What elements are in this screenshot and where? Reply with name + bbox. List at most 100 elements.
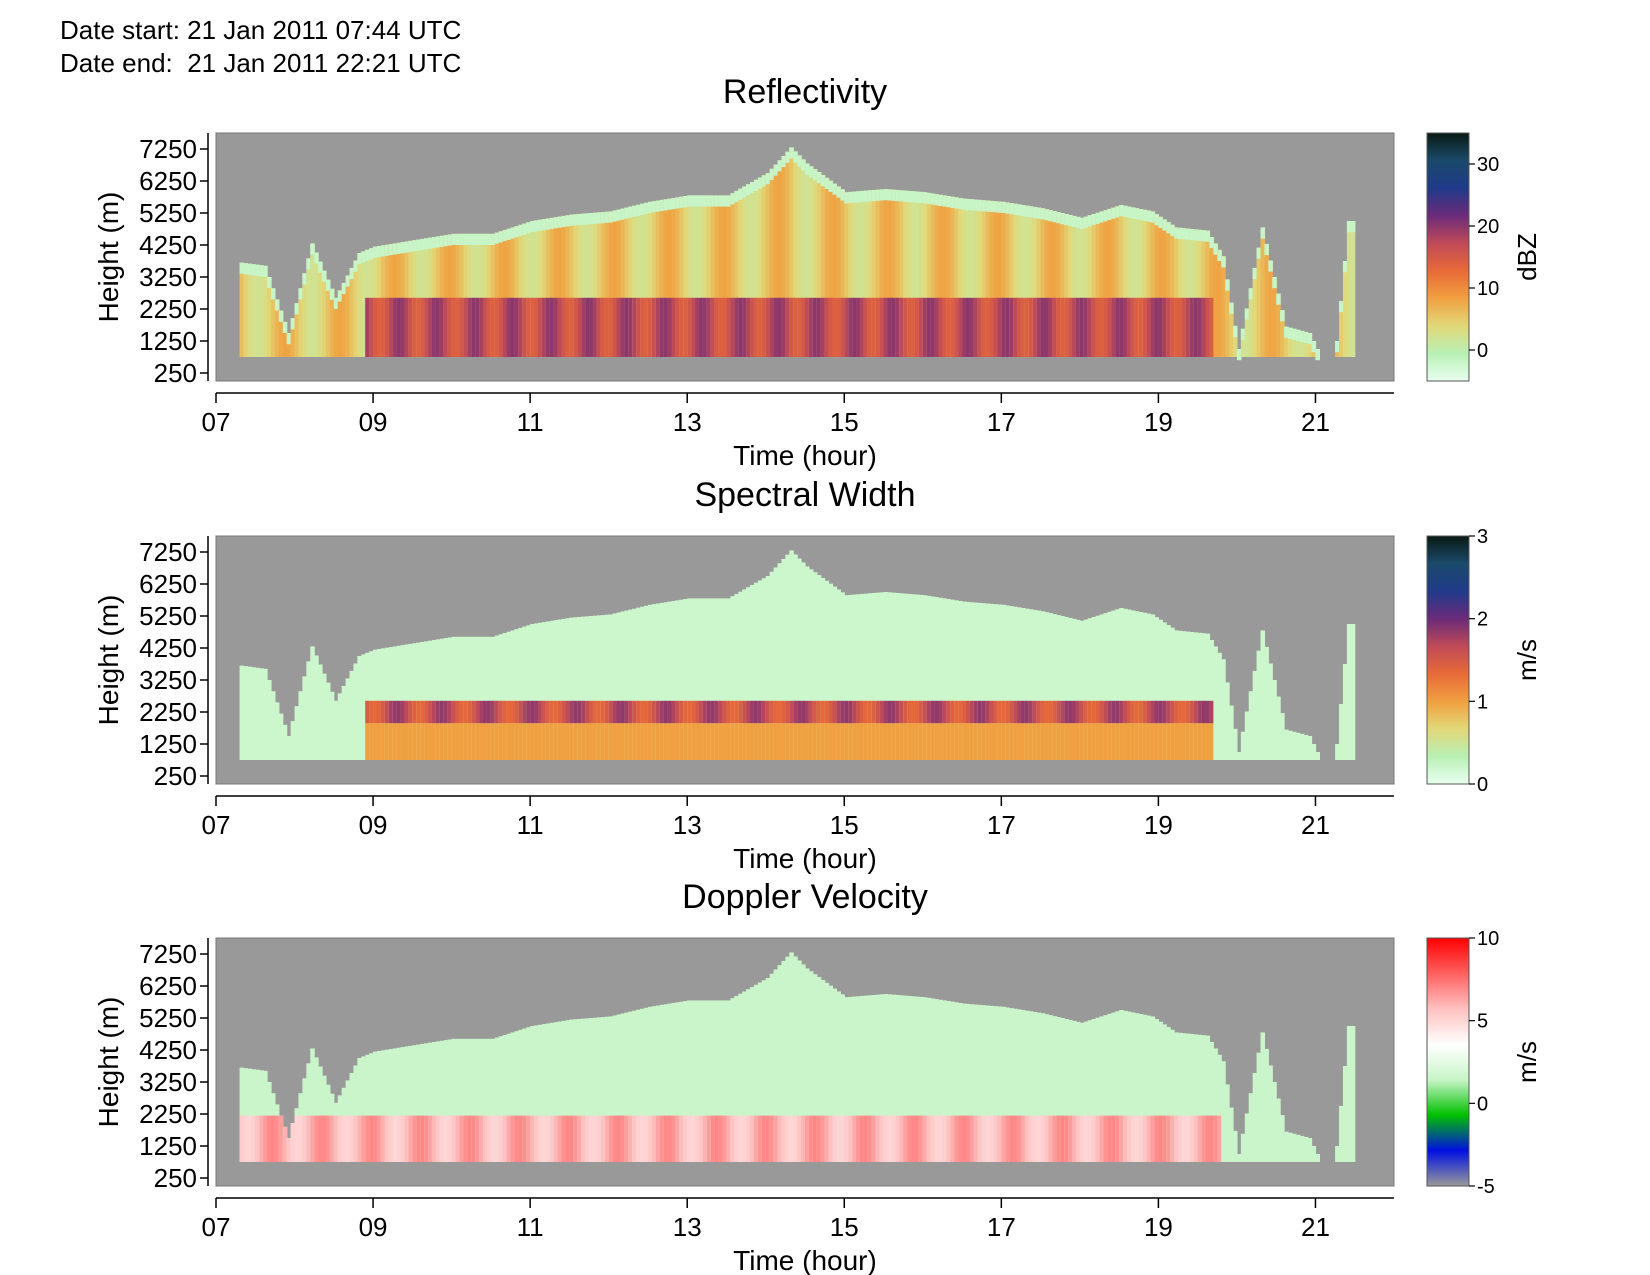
heatmap-cell (867, 700, 873, 724)
heatmap-cell (1189, 1115, 1195, 1162)
heatmap-cell (585, 723, 590, 760)
heatmap-cell (903, 995, 908, 1162)
heatmap-cell (1193, 632, 1199, 760)
heatmap-cell (451, 1115, 457, 1162)
heatmap-cell (451, 700, 457, 724)
heatmap-cell (522, 626, 527, 760)
heatmap-cell (1197, 229, 1203, 357)
heatmap-cell (416, 239, 421, 251)
heatmap-cell (557, 723, 563, 760)
heatmap-cell (384, 723, 390, 760)
heatmap-cell (640, 297, 645, 357)
y-axis-label: Height (m) (93, 192, 124, 323)
heatmap-cell (1284, 1131, 1289, 1162)
heatmap-cell (628, 206, 633, 218)
heatmap-cell (1166, 222, 1171, 357)
heatmap-cell (1009, 1115, 1014, 1162)
heatmap-cell (459, 233, 464, 245)
heatmap-cell (310, 1115, 315, 1162)
heatmap-cell (1119, 608, 1124, 760)
heatmap-cell (773, 164, 779, 176)
heatmap-cell (930, 297, 936, 357)
heatmap-cell (746, 184, 751, 357)
colorbar-tick-label: 3 (1477, 526, 1488, 548)
heatmap-cell (459, 297, 464, 357)
heatmap-cell (734, 190, 739, 357)
heatmap-cell (404, 1046, 410, 1162)
heatmap-cell (483, 1038, 488, 1162)
heatmap-cell (1123, 205, 1128, 217)
heatmap-cell (1064, 700, 1069, 724)
heatmap-cell (1205, 297, 1211, 357)
heatmap-cell (887, 994, 892, 1162)
heatmap-cell (1193, 700, 1199, 724)
heatmap-cell (1185, 297, 1191, 357)
heatmap-cell (1221, 659, 1226, 760)
heatmap-cell (907, 1115, 912, 1162)
heatmap-cell (376, 1115, 382, 1162)
heatmap-cell (270, 288, 276, 357)
heatmap-cell (773, 297, 779, 357)
heatmap-cell (632, 297, 637, 357)
heatmap-cell (832, 586, 838, 760)
heatmap-cell (620, 611, 625, 760)
heatmap-cell (875, 189, 881, 357)
heatmap-cell (734, 593, 739, 760)
heatmap-cell (903, 1115, 908, 1162)
heatmap-cell (380, 1050, 386, 1162)
heatmap-cell (722, 700, 728, 724)
heatmap-cell (514, 1031, 519, 1162)
heatmap-cell (962, 198, 967, 210)
heatmap-cell (824, 982, 830, 1162)
heatmap-cell (553, 700, 559, 724)
heatmap-cell (1119, 723, 1124, 760)
heatmap-cell (569, 214, 574, 226)
heatmap-cell (1162, 1024, 1167, 1162)
heatmap-cell (734, 700, 739, 724)
heatmap-cell (443, 297, 449, 357)
heatmap-cell (463, 723, 468, 760)
heatmap-cell (761, 297, 767, 357)
heatmap-cell (600, 1115, 606, 1162)
heatmap-cell (1213, 646, 1218, 760)
heatmap-cell (918, 723, 924, 760)
heatmap-cell (1166, 222, 1171, 234)
heatmap-cell (958, 723, 963, 760)
heatmap-cell (950, 700, 955, 724)
heatmap-cell (1056, 615, 1061, 760)
heatmap-cell (746, 989, 751, 1162)
heatmap-cell (805, 968, 810, 1162)
heatmap-cell (463, 233, 468, 357)
heatmap-cell (1174, 1115, 1179, 1162)
heatmap-cell (322, 270, 327, 357)
heatmap-cell (585, 1018, 590, 1162)
heatmap-cell (1119, 1115, 1124, 1162)
heatmap-cell (522, 223, 527, 235)
heatmap-cell (1287, 730, 1293, 760)
heatmap-cell (369, 700, 374, 724)
heatmap-cell (537, 723, 543, 760)
heatmap-cell (522, 1115, 527, 1162)
heatmap-cell (1150, 700, 1156, 724)
heatmap-cell (663, 199, 669, 357)
heatmap-cell (1311, 744, 1317, 760)
heatmap-cell (1240, 731, 1246, 760)
heatmap-cell (318, 261, 323, 273)
heatmap-cell (663, 1004, 669, 1162)
heatmap-cell (962, 1115, 967, 1162)
heatmap-cell (1335, 341, 1340, 353)
heatmap-cell (628, 1115, 633, 1162)
heatmap-cell (451, 1038, 457, 1162)
heatmap-cell (718, 1115, 724, 1162)
heatmap-cell (325, 279, 331, 291)
heatmap-cell (1079, 700, 1085, 724)
heatmap-cell (1291, 328, 1297, 340)
heatmap-cell (1040, 1115, 1046, 1162)
heatmap-cell (1150, 1016, 1156, 1162)
heatmap-cell (600, 212, 606, 357)
heatmap-cell (805, 163, 810, 357)
heatmap-cell (903, 190, 908, 202)
heatmap-cell (903, 593, 908, 760)
heatmap-cell (1201, 723, 1207, 760)
heatmap-cell (985, 603, 991, 760)
